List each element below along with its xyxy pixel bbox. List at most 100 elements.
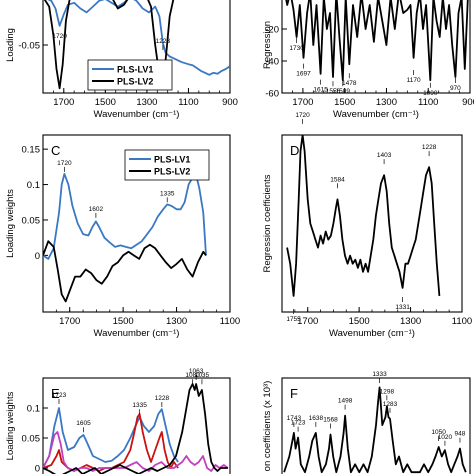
panel-c-legend-box: [124, 149, 210, 181]
panel-a-annotation: 1720: [52, 33, 67, 40]
panel-c-series-line-pls-lv2: [43, 240, 207, 303]
panel-a-group: 1700 1500 1300 1100 900 -0.05 Wavenumber (cm⁻¹…: [5, 0, 238, 120]
panel-b-xtick-label: 1100: [418, 97, 438, 108]
panel-d-xtick-label: 1100: [452, 316, 472, 327]
panel-a-legend-box: [87, 59, 173, 91]
panel-c-ytick-label: 0.1: [27, 180, 40, 191]
panel-b-ylabel: Regression: [262, 21, 273, 69]
panel-d-xtick-label: 1300: [400, 316, 421, 327]
panel-f-annotation: 1050: [431, 429, 446, 436]
panel-a-xtick-label: 1700: [53, 97, 74, 108]
panel-a-ylabel: Loading: [5, 28, 16, 62]
panel-d-annotation: 1228: [422, 144, 437, 151]
panel-f-frame: [281, 377, 471, 474]
panel-f-annotation: 1498: [338, 398, 353, 405]
panel-a-legend: PLS-LV1 PLS-LV2: [87, 59, 173, 91]
panel-b-annotation: 1170: [407, 77, 421, 84]
panel-e-series-line-4: [43, 383, 228, 474]
panel-f-letter: F: [290, 386, 298, 401]
panel-c-ytick-label: 0.15: [22, 145, 41, 156]
panel-e-annotation: 1335: [132, 402, 147, 409]
panel-f-annotation: 1333: [372, 371, 387, 378]
panel-d-ylabel: Regression coefficients: [262, 174, 273, 272]
panel-e-annotation: 1605: [76, 420, 91, 427]
panel-c-xtick-label: 1100: [220, 316, 240, 327]
panel-f-annotation: 1638: [309, 415, 324, 422]
panel-d-xtick-label: 1700: [297, 316, 318, 327]
panel-c-letter: C: [51, 143, 60, 158]
panel-e-annotation: 1080: [185, 372, 200, 379]
panel-d-annotation: 1403: [377, 152, 392, 159]
panel-e-annotation: 1035: [195, 372, 210, 379]
panel-e-ytick-label: 0: [35, 464, 40, 474]
panel-f-annotation: 1743: [287, 415, 302, 422]
panel-c-legend-label: PLS-LV1: [154, 155, 190, 165]
panel-a-legend-label: PLS-LV1: [117, 65, 153, 75]
panel-e-letter: E: [51, 386, 60, 401]
panel-f-annotation: 948: [455, 431, 466, 438]
panel-e-series-line-3: [43, 431, 229, 472]
panel-b-annotation: 1509: [336, 88, 351, 95]
panel-e-ylabel: Loading weights: [5, 391, 16, 460]
panel-e-frame: [42, 377, 231, 474]
panel-a-xtick-label: 1500: [95, 97, 116, 108]
panel-f-annotation: 1283: [383, 401, 398, 408]
panel-c-xtick-label: 1500: [113, 316, 134, 327]
panel-a-annotation: 1223: [156, 38, 171, 45]
panel-d-annotation: 1720: [295, 112, 310, 119]
panel-d-annotation: 1755: [286, 316, 301, 323]
panel-c-xtick-label: 1700: [59, 316, 80, 327]
panel-b-xlabel: Wavenumber (cm⁻¹): [333, 109, 419, 120]
panel-a-ytick-label: -0.05: [18, 41, 40, 52]
panel-a-xtick-label: 900: [222, 97, 238, 108]
panel-d-annotation: 1331: [395, 304, 410, 311]
panel-c-series-line-pls-lv1: [43, 173, 207, 260]
panel-e-group: 0.1 0.05 0 Loading weights 1723 1605 1335 1228 1…: [5, 368, 231, 474]
panel-b-xtick-label: 1700: [292, 97, 313, 108]
panel-e-annotation: 1063: [189, 368, 204, 375]
panel-b-annotation: 1556: [326, 88, 341, 95]
panel-c-annotation: 1720: [57, 160, 72, 167]
panel-e-series-line-1: [43, 407, 179, 469]
panel-a-xtick-label: 1300: [136, 97, 157, 108]
panel-d-xtick-label: 1500: [349, 316, 370, 327]
panel-f-ylabel: on coefficients (x 10³): [262, 381, 273, 472]
panel-b-group: 1700 1500 1300 1100 900 -20 -40 -60 Wavenumber (…: [262, 0, 474, 120]
panel-b-annotation: 1615: [313, 87, 328, 94]
panel-f-annotation: 1020: [438, 434, 453, 441]
panel-c-legend: PLS-LV1 PLS-LV2: [124, 149, 210, 181]
panel-a-xtick-label: 1100: [178, 97, 198, 108]
panel-a-legend-label: PLS-LV2: [117, 77, 153, 87]
panel-a-series-line-pls-lv2: [43, 0, 175, 90]
panel-b-xtick-label: 900: [462, 97, 474, 108]
panel-f-annotation: 1568: [323, 417, 338, 424]
panel-e-annotation: 1723: [52, 392, 67, 399]
panel-c-legend-label: PLS-LV2: [154, 167, 190, 177]
panel-e-ytick-label: 0.05: [22, 434, 41, 445]
panel-b-series-line-1: [285, 0, 469, 82]
panel-b-annotation: 1730: [289, 45, 304, 52]
panel-c-ylabel: Loading weights: [5, 189, 16, 258]
panel-c-ytick-label: 0: [35, 251, 40, 262]
panel-b-ytick-label: -40: [265, 57, 279, 68]
panel-d-letter: D: [290, 143, 299, 158]
panel-d-xlabel: Wavenumber (cm⁻¹): [329, 328, 415, 339]
panel-d-group: 1700 1500 1300 1100 Wavenumber (cm⁻¹) Regress…: [262, 112, 472, 339]
panel-f-series-line-1: [283, 386, 467, 474]
panel-b-xtick-label: 1500: [334, 97, 355, 108]
panel-b-ytick-label: -60: [265, 89, 279, 100]
panel-b-annotation: 1697: [296, 71, 311, 78]
panel-c-xlabel: Wavenumber (cm⁻¹): [94, 328, 180, 339]
panel-f-annotation: 1298: [380, 388, 395, 395]
panel-c-group: 1700 1500 1300 1100 0.15 0.1 0.05 0 Wavenumber (…: [5, 134, 240, 339]
panel-a-xlabel: Wavenumber (cm⁻¹): [94, 109, 180, 120]
panel-d-annotation: 1584: [330, 176, 345, 183]
panel-b-annotation: 1090: [423, 90, 438, 97]
panel-c-annotation: 1335: [160, 190, 175, 197]
panel-d-series-line-1: [286, 135, 441, 297]
panel-c-xtick-label: 1300: [166, 316, 187, 327]
panel-b-ytick-label: -20: [265, 25, 279, 36]
panel-e-ytick-label: 0.1: [27, 404, 40, 415]
